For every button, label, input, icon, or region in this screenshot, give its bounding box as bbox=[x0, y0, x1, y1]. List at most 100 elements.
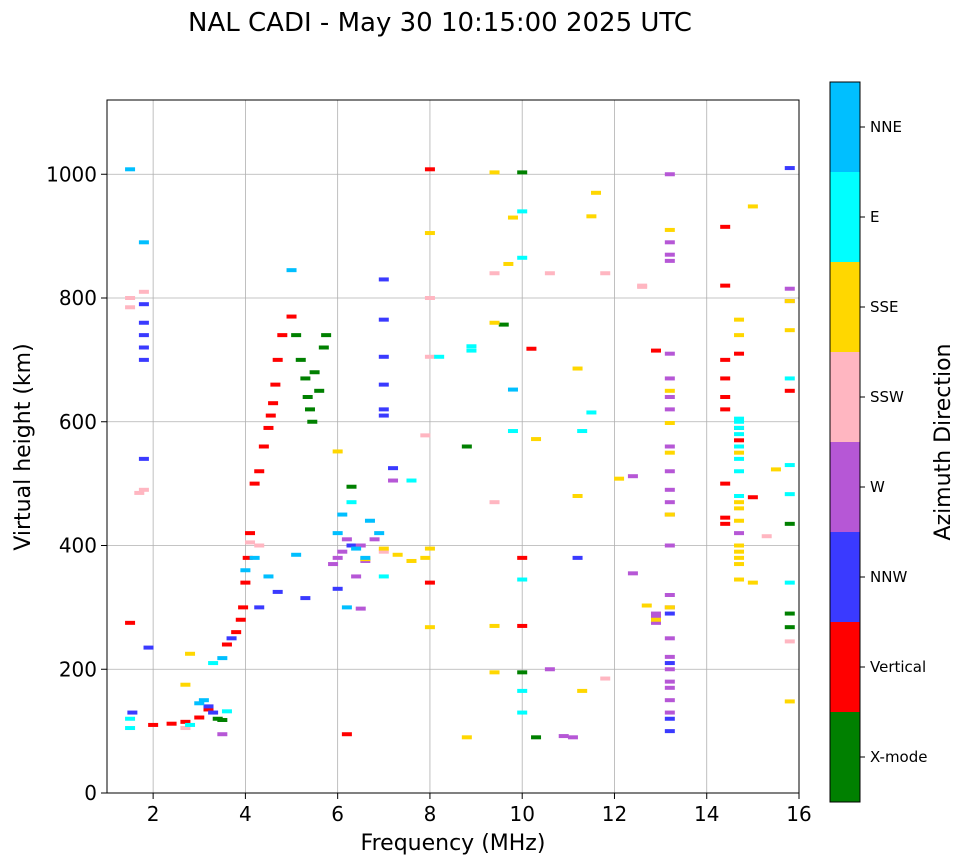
data-point bbox=[664, 227, 675, 232]
data-point bbox=[360, 555, 371, 560]
data-point bbox=[424, 546, 435, 551]
data-point bbox=[424, 167, 435, 172]
x-tick-label: 10 bbox=[509, 802, 534, 826]
data-point bbox=[388, 466, 399, 471]
data-point bbox=[734, 531, 745, 536]
data-point bbox=[572, 366, 583, 371]
colorbar-swatch-vertical bbox=[830, 622, 860, 712]
colorbar-swatch-e bbox=[830, 172, 860, 262]
data-point bbox=[424, 296, 435, 300]
data-point bbox=[378, 574, 389, 579]
data-point bbox=[664, 512, 675, 517]
x-tick-label: 8 bbox=[424, 802, 437, 826]
grid-lines bbox=[107, 100, 799, 793]
data-point bbox=[734, 549, 745, 554]
data-point bbox=[314, 388, 325, 393]
data-point bbox=[406, 558, 417, 563]
data-point bbox=[489, 271, 500, 276]
data-point bbox=[720, 515, 731, 520]
data-point bbox=[388, 478, 399, 483]
data-point bbox=[180, 726, 191, 731]
data-point bbox=[254, 543, 265, 548]
data-point bbox=[138, 333, 149, 338]
data-point bbox=[240, 568, 251, 573]
data-point bbox=[734, 438, 745, 443]
data-point bbox=[286, 314, 297, 319]
series-ssw bbox=[125, 271, 795, 731]
data-point bbox=[664, 469, 675, 474]
data-point bbox=[138, 345, 149, 350]
data-point bbox=[272, 357, 283, 362]
data-point bbox=[254, 469, 265, 474]
plot-area bbox=[107, 100, 799, 793]
y-tick-label: 400 bbox=[59, 534, 97, 558]
data-point bbox=[664, 710, 675, 715]
data-point bbox=[526, 346, 537, 351]
data-point bbox=[489, 670, 500, 675]
data-point bbox=[341, 605, 352, 610]
data-point bbox=[664, 487, 675, 492]
data-point bbox=[784, 286, 795, 291]
data-point bbox=[558, 734, 569, 739]
x-tick-label: 16 bbox=[786, 802, 811, 826]
series-vertical bbox=[125, 167, 795, 737]
series-nne bbox=[125, 167, 518, 706]
data-point bbox=[125, 726, 136, 731]
data-point bbox=[627, 571, 638, 576]
data-point bbox=[784, 639, 795, 644]
data-point bbox=[784, 625, 795, 630]
data-point bbox=[369, 537, 380, 542]
data-point bbox=[664, 716, 675, 721]
data-point bbox=[355, 606, 366, 611]
y-axis: 0 200 400 600 800 1000 bbox=[46, 162, 107, 805]
y-tick-label: 600 bbox=[59, 410, 97, 434]
data-point bbox=[337, 512, 348, 517]
data-point bbox=[664, 395, 675, 399]
data-point bbox=[498, 322, 509, 327]
data-point bbox=[286, 268, 297, 273]
data-point bbox=[637, 284, 648, 289]
data-point bbox=[302, 395, 313, 399]
data-point bbox=[572, 494, 583, 498]
data-point bbox=[341, 537, 352, 542]
colorbar-label: SSE bbox=[870, 298, 899, 316]
data-point bbox=[346, 500, 357, 505]
data-point bbox=[332, 586, 343, 591]
data-point bbox=[734, 543, 745, 548]
data-point bbox=[138, 487, 149, 492]
data-point bbox=[784, 492, 795, 497]
data-point bbox=[148, 722, 159, 727]
data-point bbox=[517, 255, 528, 260]
data-point bbox=[461, 735, 472, 740]
data-point bbox=[531, 735, 542, 740]
data-point bbox=[784, 463, 795, 468]
data-point bbox=[664, 661, 675, 666]
chart-title: NAL CADI - May 30 10:15:00 2025 UTC bbox=[188, 8, 692, 38]
data-point bbox=[291, 333, 302, 338]
data-point bbox=[734, 500, 745, 505]
data-point bbox=[664, 636, 675, 641]
data-point bbox=[185, 722, 196, 727]
data-point bbox=[424, 580, 435, 585]
data-point bbox=[263, 425, 274, 430]
data-point bbox=[138, 289, 149, 294]
data-point bbox=[734, 432, 745, 437]
data-point bbox=[300, 376, 311, 381]
data-point bbox=[664, 407, 675, 412]
data-point bbox=[784, 388, 795, 393]
data-point bbox=[784, 328, 795, 333]
data-point bbox=[517, 170, 528, 175]
data-point bbox=[503, 261, 514, 266]
data-point bbox=[650, 614, 661, 619]
data-point bbox=[517, 710, 528, 715]
data-point bbox=[747, 204, 758, 209]
data-point bbox=[180, 682, 191, 687]
data-point bbox=[378, 277, 389, 282]
data-point bbox=[664, 679, 675, 684]
colorbar-frame bbox=[829, 81, 861, 803]
x-tick-label: 12 bbox=[602, 802, 627, 826]
data-point bbox=[245, 540, 256, 545]
data-point bbox=[664, 698, 675, 703]
data-point bbox=[720, 407, 731, 412]
data-point bbox=[664, 388, 675, 393]
